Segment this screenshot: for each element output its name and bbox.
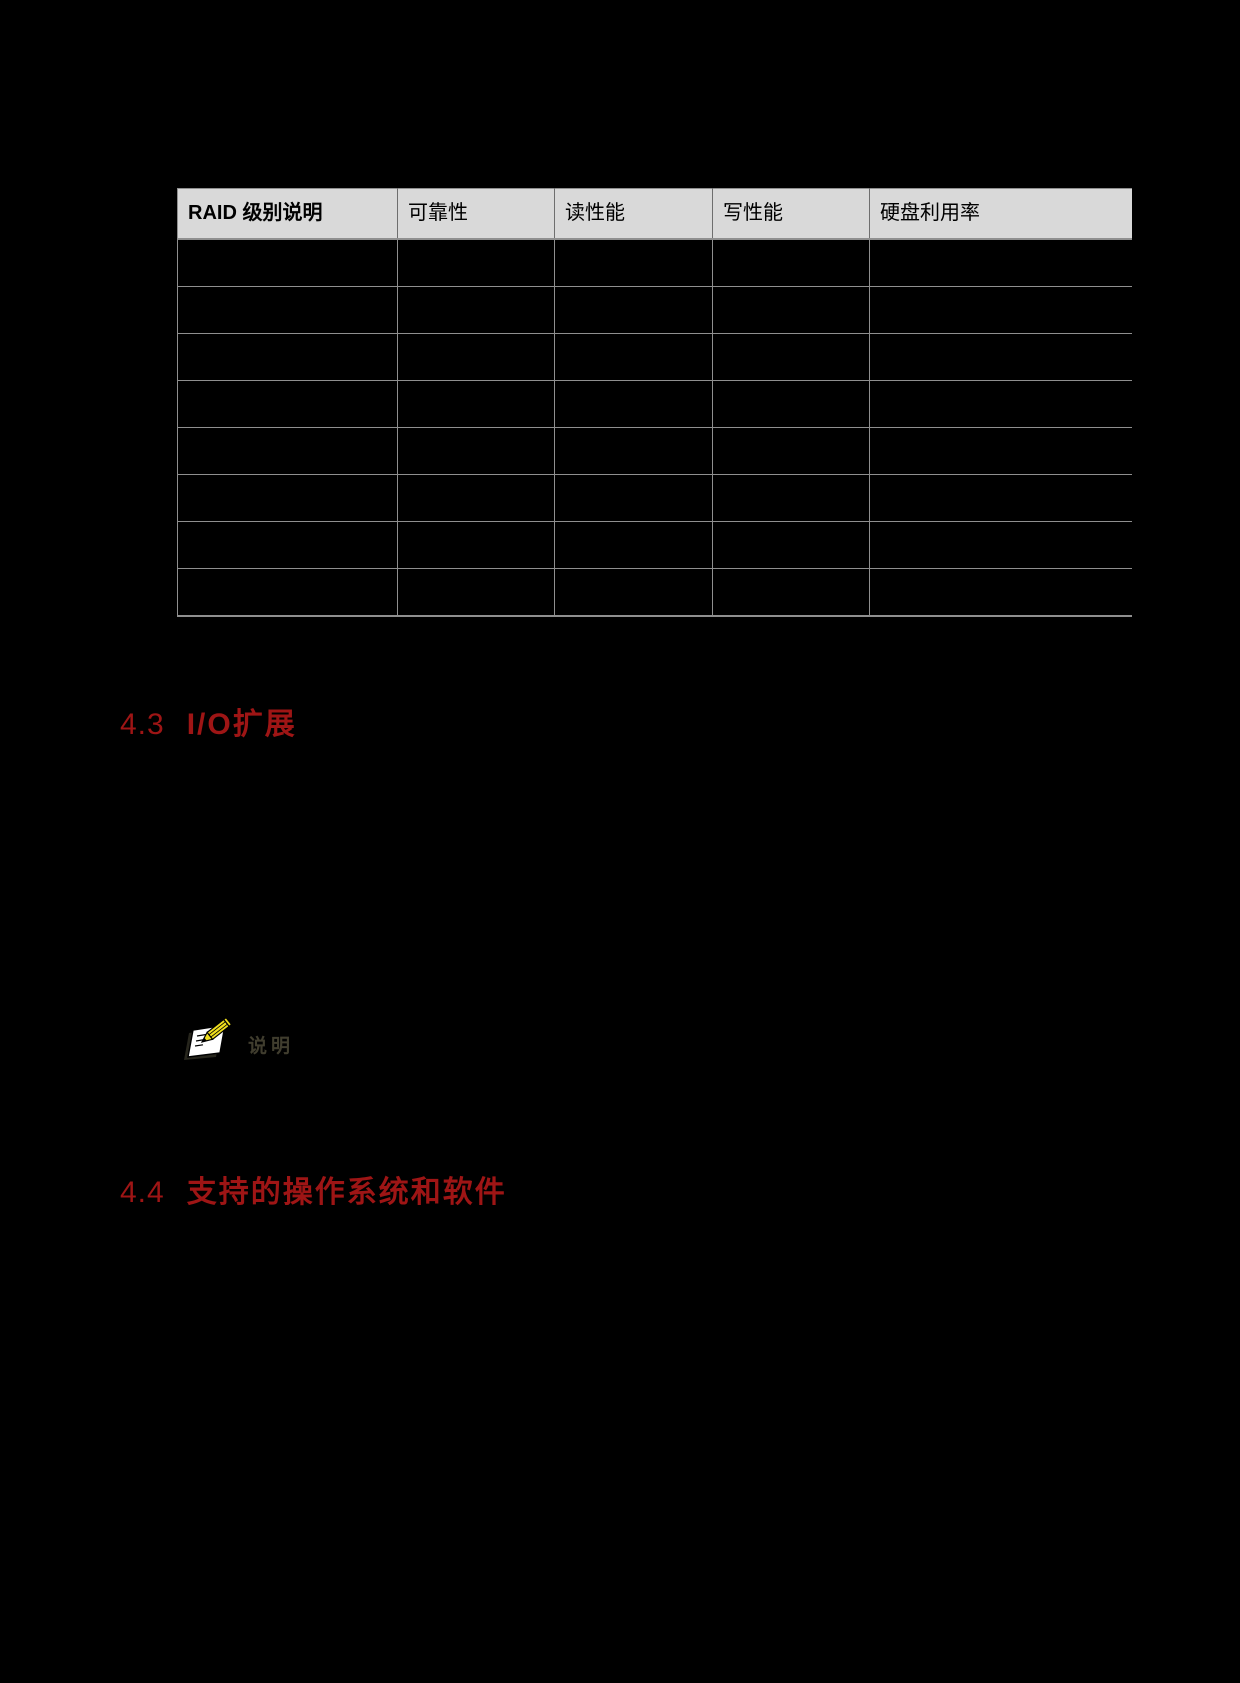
table-cell [712, 239, 870, 287]
table-cell [869, 286, 1132, 334]
table-cell [177, 568, 398, 616]
header-cell-write-perf: 写性能 [712, 188, 870, 240]
table-row [177, 239, 1132, 287]
table-cell [397, 427, 555, 475]
section-heading-io-expansion: 4.3 I/O扩展 [120, 706, 297, 744]
table-cell [869, 474, 1132, 522]
table-cell [554, 286, 713, 334]
table-cell [870, 569, 1132, 617]
section-heading-supported-os-software: 4.4 支持的操作系统和软件 [120, 1174, 507, 1212]
table-cell [177, 286, 398, 334]
table-cell [712, 568, 870, 616]
table-cell [712, 521, 870, 569]
note-block: 说明 [184, 1014, 294, 1060]
table-cell [397, 474, 555, 522]
table-cell [554, 521, 713, 569]
table-row [177, 474, 1132, 522]
table-cell [554, 333, 713, 381]
table-row [177, 380, 1132, 428]
section-number: 4.4 [120, 1176, 165, 1209]
table-row [177, 568, 1132, 617]
table-cell [177, 427, 398, 475]
table-cell [712, 333, 870, 381]
note-pencil-icon [184, 1016, 233, 1060]
table-header-row: RAID 级别说明 可靠性 读性能 写性能 硬盘利用率 [177, 188, 1132, 240]
table-row [177, 333, 1132, 381]
table-cell [177, 521, 398, 569]
section-number: 4.3 [120, 708, 165, 741]
table-body [177, 239, 1132, 617]
table-row [177, 427, 1132, 475]
note-label: 说明 [248, 1036, 295, 1057]
table-cell [177, 380, 398, 428]
table-cell [712, 427, 870, 475]
section-title: 支持的操作系统和软件 [186, 1176, 507, 1209]
header-cell-disk-utilization: 硬盘利用率 [869, 188, 1132, 240]
table-cell [397, 239, 555, 287]
section-title: I/O扩展 [186, 708, 297, 741]
table-cell [554, 380, 713, 428]
table-cell [712, 380, 870, 428]
table-cell [397, 521, 555, 569]
table-cell [554, 474, 713, 522]
header-cell-reliability: 可靠性 [397, 188, 555, 240]
raid-table: RAID 级别说明 可靠性 读性能 写性能 硬盘利用率 [177, 188, 1132, 617]
table-cell [554, 239, 713, 287]
table-cell [869, 239, 1132, 287]
table-cell [712, 474, 870, 522]
table-cell [177, 474, 398, 522]
table-cell [554, 427, 713, 475]
table-cell [397, 333, 555, 381]
table-cell [397, 568, 555, 616]
table-cell [554, 568, 713, 616]
header-cell-raid-level: RAID 级别说明 [177, 188, 398, 240]
table-row [177, 286, 1132, 334]
table-cell [712, 286, 870, 334]
header-cell-read-perf: 读性能 [554, 188, 713, 240]
table-cell [397, 380, 555, 428]
table-cell [869, 427, 1132, 475]
table-cell [869, 521, 1132, 569]
table-row [177, 521, 1132, 569]
table-cell [869, 380, 1132, 428]
table-cell [177, 239, 398, 287]
table-cell [869, 333, 1132, 381]
table-cell [177, 333, 398, 381]
table-cell [397, 286, 555, 334]
